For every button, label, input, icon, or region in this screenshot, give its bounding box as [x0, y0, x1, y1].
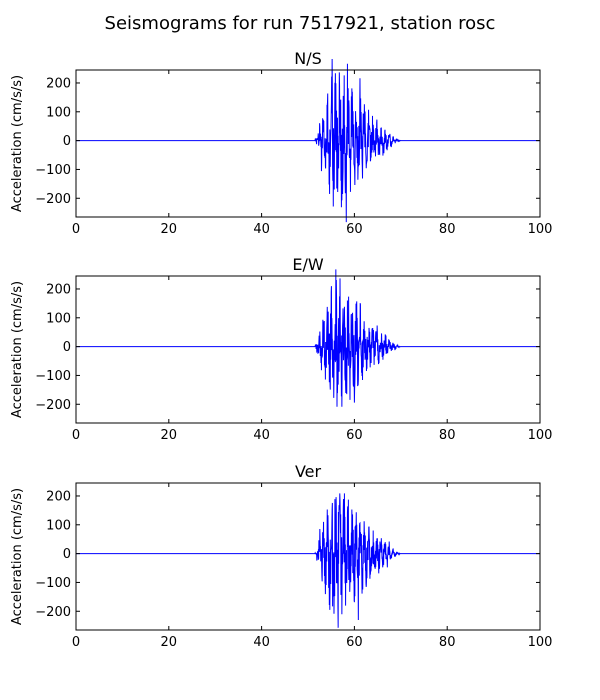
panel-title: E/W	[292, 255, 324, 274]
seismogram-trace	[76, 59, 540, 223]
x-tick-label: 0	[72, 428, 80, 443]
seismogram-trace	[76, 493, 540, 628]
axes-frame	[75, 482, 541, 631]
y-tick-label: 0	[63, 547, 71, 562]
x-tick-label: 80	[439, 222, 456, 237]
figure-title: Seismograms for run 7517921, station ros…	[105, 13, 496, 34]
x-tick-label: 40	[253, 635, 270, 650]
axes-frame	[75, 275, 541, 424]
y-tick-label: −100	[35, 576, 71, 591]
y-tick-label: 200	[46, 76, 71, 91]
y-tick-label: 100	[46, 105, 71, 120]
plot-area	[76, 70, 540, 217]
panel-title: Ver	[295, 462, 322, 481]
y-tick-label: 200	[46, 282, 71, 297]
panel-e-w: 0 20 40 60 80 100 −200 −100 0 100 200 E/W Accelerati…	[10, 255, 552, 443]
plot-area	[76, 276, 540, 423]
x-tick-label: 100	[528, 635, 553, 650]
y-tick-label: 0	[63, 340, 71, 355]
y-tick-label: 100	[46, 518, 71, 533]
y-tick-label: 100	[46, 311, 71, 326]
x-tick-label: 60	[346, 222, 363, 237]
x-tick-label: 40	[253, 428, 270, 443]
panel-n-s: 0 20 40 60 80 100 −200 −100 0 100 200 N/S Accelerati…	[10, 49, 552, 237]
x-tick-label: 100	[528, 428, 553, 443]
y-tick-label: −200	[35, 192, 71, 207]
axes-frame	[75, 69, 541, 218]
x-tick-label: 80	[439, 635, 456, 650]
seismogram-trace	[76, 269, 540, 407]
y-axis-label: Acceleration (cm/s/s)	[10, 281, 25, 418]
x-tick-label: 20	[161, 222, 178, 237]
panel-title: N/S	[294, 49, 322, 68]
x-tick-label: 40	[253, 222, 270, 237]
y-tick-label: −200	[35, 398, 71, 413]
x-tick-label: 20	[161, 428, 178, 443]
x-tick-label: 60	[346, 635, 363, 650]
y-tick-label: 0	[63, 134, 71, 149]
y-tick-label: −200	[35, 605, 71, 620]
y-axis-label: Acceleration (cm/s/s)	[10, 488, 25, 625]
y-tick-label: −100	[35, 369, 71, 384]
x-tick-label: 0	[72, 222, 80, 237]
y-tick-label: 200	[46, 489, 71, 504]
panel-ver: 0 20 40 60 80 100 −200 −100 0 100 200 Ver Accelerati…	[10, 462, 552, 650]
y-tick-label: −100	[35, 163, 71, 178]
x-tick-label: 60	[346, 428, 363, 443]
x-tick-label: 0	[72, 635, 80, 650]
y-axis-label: Acceleration (cm/s/s)	[10, 75, 25, 212]
plot-area	[76, 483, 540, 630]
x-tick-label: 20	[161, 635, 178, 650]
x-tick-label: 80	[439, 428, 456, 443]
x-tick-label: 100	[528, 222, 553, 237]
